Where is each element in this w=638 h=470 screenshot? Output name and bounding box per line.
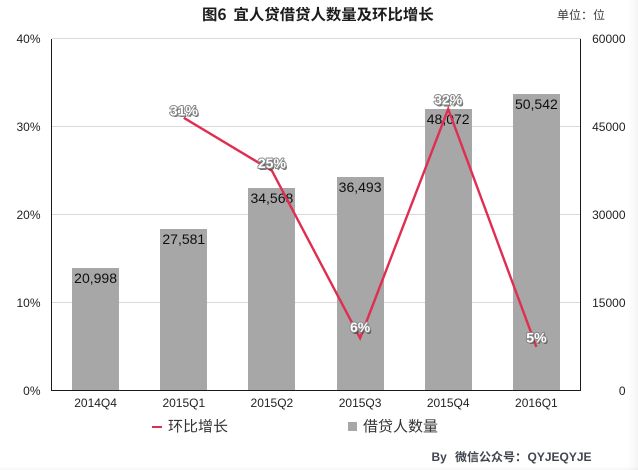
svg-text:25%: 25%	[259, 157, 288, 173]
svg-text:31%: 31%	[170, 102, 199, 118]
svg-text:6%: 6%	[350, 319, 371, 335]
svg-text:6%: 6%	[351, 321, 372, 337]
svg-text:25%: 25%	[258, 155, 287, 171]
svg-text:31%: 31%	[171, 104, 200, 120]
svg-text:5%: 5%	[528, 331, 549, 347]
svg-text:32%: 32%	[434, 92, 463, 108]
svg-text:32%: 32%	[436, 93, 465, 109]
svg-text:5%: 5%	[526, 329, 547, 345]
